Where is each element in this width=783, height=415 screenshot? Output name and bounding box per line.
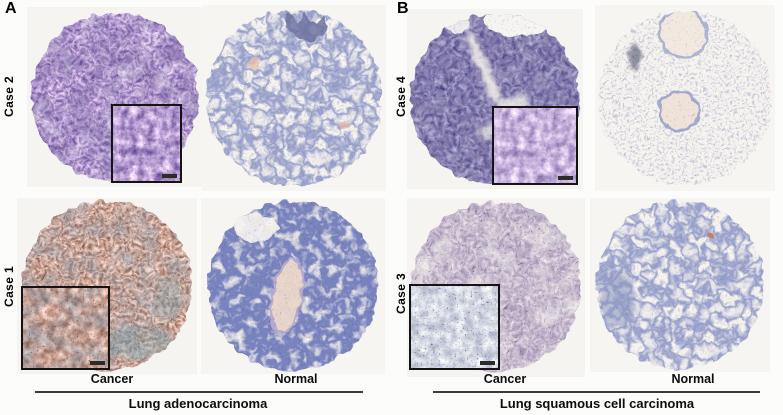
panel-b: B Case 4 Case 3 (390, 0, 783, 415)
inset-case3-cancer (409, 284, 500, 370)
micrograph-case3-normal (590, 198, 770, 372)
group-rule (433, 391, 760, 393)
scale-bar (480, 361, 495, 365)
micrograph-case4-normal (595, 5, 775, 191)
case1-row-label: Case 1 (2, 265, 16, 307)
micrograph-case1-normal (201, 198, 385, 374)
column-label-cancer: Cancer (483, 372, 527, 386)
column-label-cancer: Cancer (90, 372, 134, 386)
case4-row-label: Case 4 (394, 75, 408, 117)
group-label-adenocarcinoma: Lung adenocarcinoma (128, 396, 268, 411)
scale-bar (558, 176, 573, 180)
panel-a-letter: A (5, 0, 17, 17)
column-label-normal: Normal (274, 372, 318, 386)
group-rule (35, 391, 363, 393)
scale-bar (162, 174, 177, 178)
case3-row-label: Case 3 (394, 272, 408, 314)
scale-bar (90, 361, 105, 365)
panel-b-letter: B (397, 0, 409, 17)
inset-case4-cancer (492, 106, 578, 185)
inset-case2-cancer (111, 104, 182, 183)
inset-case1-cancer (21, 286, 110, 370)
case2-row-label: Case 2 (2, 75, 16, 117)
panel-a: A Case 2 Case 1 (0, 0, 390, 415)
column-label-normal: Normal (671, 372, 715, 386)
group-label-squamous: Lung squamous cell carcinoma (499, 396, 695, 411)
micrograph-case2-normal (202, 5, 386, 191)
